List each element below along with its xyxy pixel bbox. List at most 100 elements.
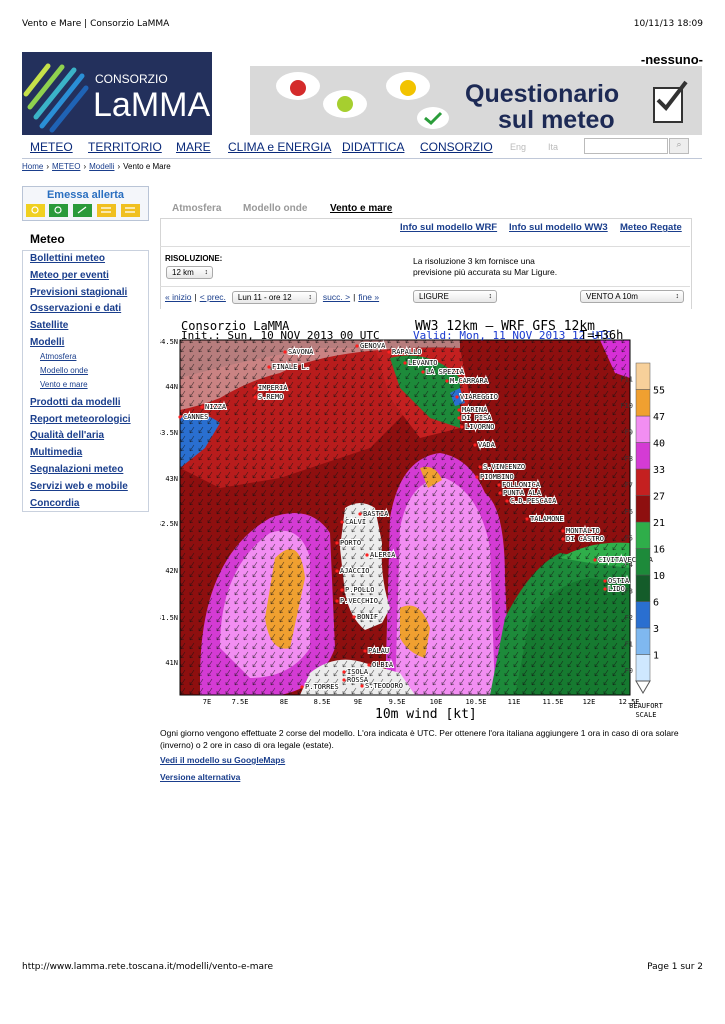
alert-box[interactable]: Emessa allerta <box>22 186 149 221</box>
scale-end <box>635 680 651 694</box>
link[interactable]: Versione alternativa <box>160 772 241 782</box>
nav-item[interactable]: MARE <box>176 140 211 154</box>
menu-subitem[interactable]: Vento e mare <box>40 380 88 390</box>
info-link[interactable]: Info sul modello WRF <box>400 222 498 233</box>
tab[interactable]: Modello onde <box>243 203 308 214</box>
breadcrumb-separator: › <box>46 162 50 171</box>
date-select[interactable]: Lun 11 - ore 12 <box>231 291 317 305</box>
breadcrumb-item[interactable]: Modelli <box>89 162 115 171</box>
lon-label: 11.5E <box>542 698 563 706</box>
place-dot <box>603 587 607 591</box>
lon-label: 11E <box>508 698 521 706</box>
nav-item[interactable]: CLIMA e ENERGIA <box>228 140 332 154</box>
scale-segment <box>635 654 651 682</box>
nav-item[interactable]: METEO <box>30 140 73 154</box>
breadcrumb-item[interactable]: Home <box>22 162 44 171</box>
menu-subitem[interactable]: Modello onde <box>40 366 89 376</box>
map-lead: T=+36h <box>580 328 623 342</box>
pager-separator: | <box>194 292 197 302</box>
resolution-select[interactable]: 12 km <box>166 266 213 279</box>
place-label: PIOMBINO <box>480 473 514 481</box>
lon-label: 12.5E <box>618 698 639 706</box>
menu-item[interactable]: Multimedia <box>30 447 83 459</box>
scale-title: BEAUFORT <box>629 702 664 710</box>
menu-item[interactable]: Report meteorologici <box>30 413 131 425</box>
language[interactable]: Eng <box>510 142 527 152</box>
link[interactable]: Vedi il modello su GoogleMaps <box>160 755 286 765</box>
nav-item[interactable]: CONSORZIO <box>420 140 493 154</box>
place-dot <box>342 678 346 682</box>
scale-segment <box>635 495 651 523</box>
info-link[interactable]: Info sul modello WW3 <box>509 222 608 233</box>
place-dot <box>455 395 459 399</box>
place-dot <box>283 350 287 354</box>
nav-item[interactable]: TERRITORIO <box>88 140 162 154</box>
scale-segment <box>635 468 651 496</box>
lat-label: 42.5N <box>160 520 178 528</box>
knot-label: 16 <box>653 545 665 556</box>
place-label: IMPERIA <box>258 384 288 392</box>
logo-line1: CONSORZIO <box>95 72 168 86</box>
place-label: ROSSA <box>347 676 369 684</box>
area-select[interactable]: LIGURE <box>413 290 497 303</box>
scale-title: SCALE <box>635 711 656 719</box>
lon-label: 12E <box>583 698 596 706</box>
logo-line2: LaMMA <box>93 86 211 124</box>
menu-item[interactable]: Segnalazioni meteo <box>30 463 124 475</box>
user: -nessuno- <box>640 52 703 67</box>
menu-item[interactable]: Osservazioni e dati <box>30 303 122 315</box>
pager-link[interactable]: « inizio <box>165 292 192 302</box>
nav-rule <box>22 158 702 159</box>
place-dot <box>475 475 479 479</box>
search-button[interactable]: ⌕ <box>669 138 689 154</box>
pager: « inizio|< prec.Lun 11 - ore 12succ. >|f… <box>165 291 380 305</box>
place-label: M.CARRARA <box>450 377 489 385</box>
place-label: NIZZA <box>205 403 227 411</box>
resolution-value: 12 km <box>172 268 194 277</box>
beaufort-label: F7 <box>625 482 633 490</box>
place-dot <box>497 483 501 487</box>
place-label: TALAMONE <box>530 515 564 523</box>
place-label: SAVONA <box>288 348 314 356</box>
scale-segment <box>635 415 651 443</box>
tab[interactable]: Atmosfera <box>172 203 222 214</box>
search-box[interactable] <box>584 138 668 154</box>
print-footer-left: http://www.lamma.rete.toscana.it/modelli… <box>22 962 274 972</box>
place-label: MARINA <box>462 406 488 414</box>
menu-item[interactable]: Concordia <box>30 497 80 509</box>
place-label: PUNTA ALA <box>503 489 542 497</box>
pager-link[interactable]: < prec. <box>199 292 226 302</box>
pager-link[interactable]: succ. > <box>322 292 351 302</box>
place-label: C.D.PESCAIA <box>510 497 557 505</box>
menu-item[interactable]: Satellite <box>30 320 69 332</box>
logo[interactable]: CONSORZIO LaMMA <box>22 52 212 135</box>
knot-label: 1 <box>653 651 659 662</box>
info-link[interactable]: Meteo Regate <box>620 222 682 233</box>
tab[interactable]: Vento e mare <box>330 203 393 214</box>
place-label: BASTIA <box>363 510 389 518</box>
beaufort-label: F0 <box>625 667 633 675</box>
menu-item[interactable]: Prodotti da modelli <box>30 396 121 408</box>
menu-item[interactable]: Previsioni stagionali <box>30 286 128 298</box>
lon-label: 7E <box>203 698 211 706</box>
menu-item[interactable]: Meteo per eventi <box>30 269 109 281</box>
breadcrumb: Home › METEO › Modelli › Vento e Mare <box>22 162 171 171</box>
language[interactable]: Ita <box>548 142 559 152</box>
place-dot <box>335 599 339 603</box>
place-dot <box>593 558 597 562</box>
banner[interactable]: Questionario sul meteo <box>250 66 702 135</box>
place-dot <box>473 443 477 447</box>
field-value: VENTO A 10m <box>586 292 638 301</box>
field-select[interactable]: VENTO A 10m <box>580 290 684 303</box>
place-label: CIVITAVECCHIA <box>598 556 654 564</box>
menu-item[interactable]: Servizi web e mobile <box>30 480 128 492</box>
menu-subitem[interactable]: Atmosfera <box>40 351 77 361</box>
breadcrumb-item[interactable]: METEO <box>52 162 81 171</box>
menu-item[interactable]: Bollettini meteo <box>30 253 106 264</box>
knot-label: 10 <box>653 571 665 582</box>
menu-item[interactable]: Modelli <box>30 337 65 348</box>
pager-link[interactable]: fine » <box>358 292 380 302</box>
sidebar-section: Meteo <box>30 232 65 246</box>
menu-item[interactable]: Qualità dell'aria <box>30 430 105 442</box>
nav-item[interactable]: DIDATTICA <box>342 140 405 154</box>
